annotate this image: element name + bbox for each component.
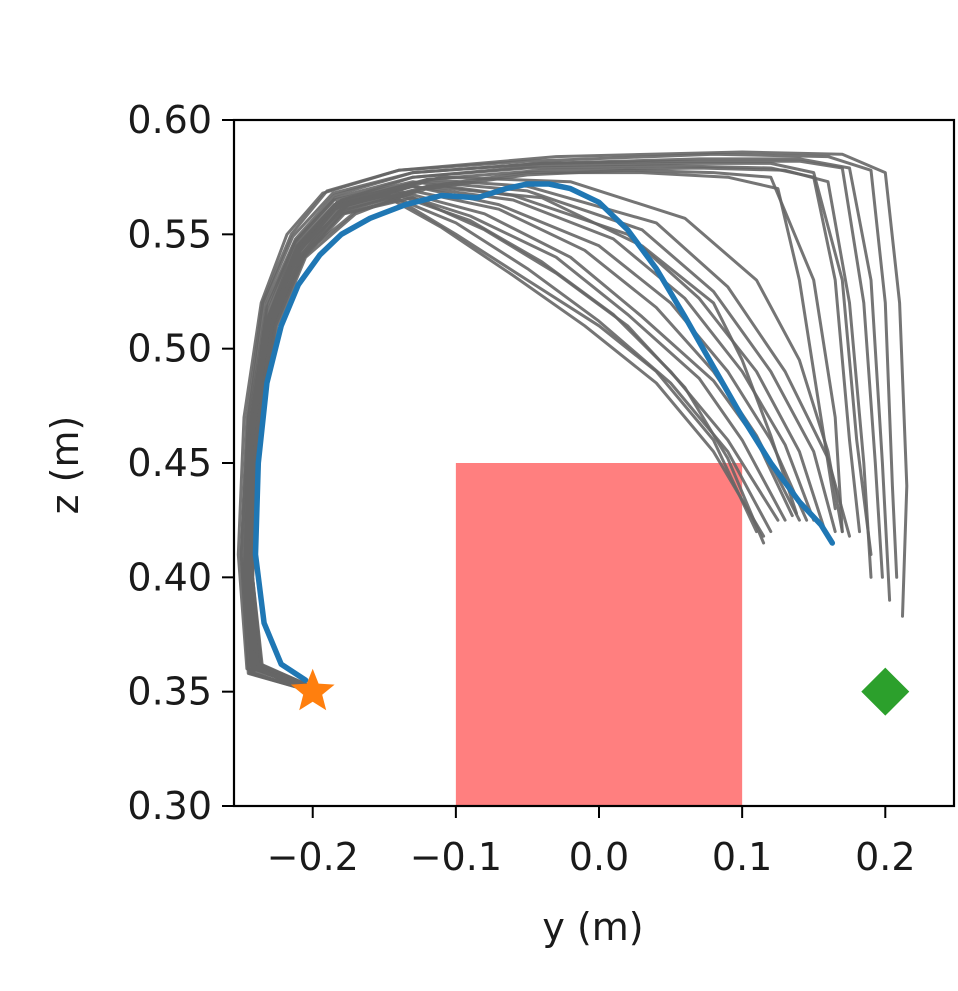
x-tick-label: −0.1 [410,835,502,879]
x-axis-label: y (m) [542,905,643,949]
y-tick-label: 0.45 [127,441,212,485]
y-tick-label: 0.35 [127,670,212,714]
y-tick-label: 0.60 [127,98,212,142]
gray-trajectory-19 [242,180,827,694]
markers [290,667,910,716]
gray-trajectory-9 [239,157,892,694]
x-tick-label: 0.0 [569,835,629,879]
obstacle-region [455,463,743,806]
y-tick-label: 0.40 [127,555,212,599]
goal-diamond-marker [861,667,910,716]
gray-trajectory-5 [236,150,909,689]
y-axis-label: z (m) [43,416,87,515]
start-star-marker [290,668,335,711]
x-tick-label: −0.2 [267,835,359,879]
y-tick-label: 0.55 [127,212,212,256]
x-tick-label: 0.1 [712,835,772,879]
plot-area [455,463,743,806]
tick-marks: −0.2 −0.1 0.0 0.1 0.2 0.30 0.35 0.40 0.45 0.50 0.5… [127,98,915,879]
y-tick-label: 0.30 [127,784,212,828]
x-tick-label: 0.2 [855,835,915,879]
highlight-trajectory [252,181,836,683]
highlight-trajectory-line [252,181,836,683]
gray-trajectories [236,150,909,694]
y-tick-label: 0.50 [127,327,212,371]
gray-trajectory-24 [244,175,844,694]
gray-trajectory-23 [248,184,798,694]
